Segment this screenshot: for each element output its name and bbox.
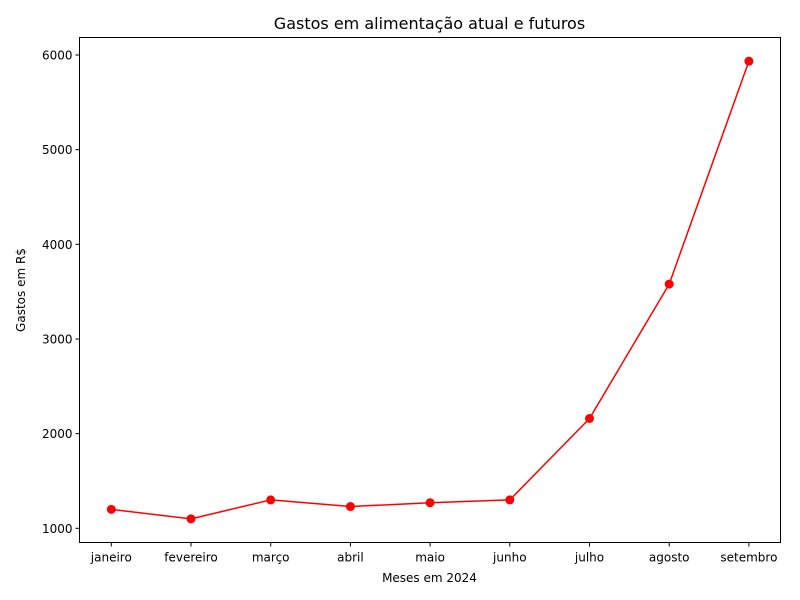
x-tick-label: setembro: [720, 551, 777, 565]
chart-title: Gastos em alimentação atual e futuros: [274, 14, 585, 33]
x-tick-label: janeiro: [90, 551, 132, 565]
x-axis: janeiro fevereiro março abril maio junho julho…: [90, 542, 777, 565]
y-tick-label: 2000: [42, 427, 73, 441]
plot-frame: [79, 37, 781, 543]
data-point: [664, 279, 674, 289]
x-tick-label: junho: [492, 551, 527, 565]
data-point: [106, 504, 116, 514]
data-point: [505, 495, 515, 505]
x-tick-label: abril: [337, 551, 364, 565]
x-tick-label: fevereiro: [164, 551, 218, 565]
series-line: [111, 60, 750, 520]
x-tick-label: março: [252, 551, 290, 565]
x-axis-label: Meses em 2024: [382, 571, 477, 585]
x-tick-label: julho: [574, 551, 604, 565]
data-point: [425, 498, 435, 508]
data-point: [585, 413, 594, 423]
y-tick-label: 1000: [42, 522, 73, 536]
plot-area: [106, 56, 754, 524]
x-tick-label: maio: [415, 551, 445, 565]
y-tick-label: 5000: [42, 143, 73, 157]
y-axis-label: Gastos em R$: [14, 248, 28, 332]
data-point: [186, 514, 196, 524]
data-point: [266, 495, 276, 505]
y-tick-label: 6000: [42, 49, 73, 63]
y-tick-label: 4000: [42, 238, 73, 252]
y-tick-label: 3000: [42, 332, 73, 346]
x-tick-label: agosto: [649, 551, 690, 565]
y-axis: 1000 2000 3000 4000 5000 6000: [42, 49, 80, 536]
data-point: [345, 502, 355, 512]
data-point: [744, 56, 754, 66]
